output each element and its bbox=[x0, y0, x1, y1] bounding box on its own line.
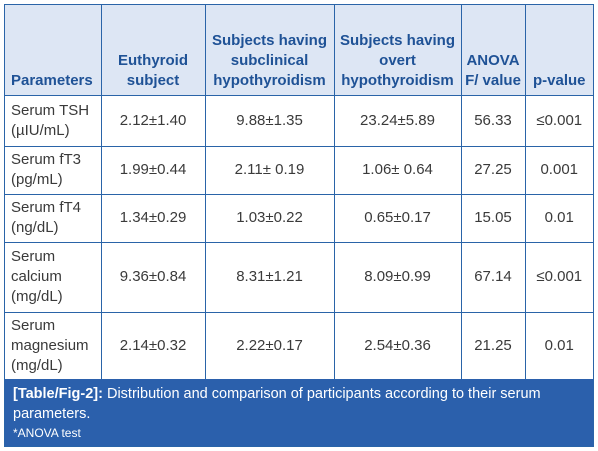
cell-subclinical: 8.31±1.21 bbox=[204, 241, 335, 313]
cell-p-value: 0.001 bbox=[524, 145, 593, 195]
row-parameter: Serum magnesium (mg/dL) bbox=[5, 311, 102, 380]
cell-euthyroid: 9.36±0.84 bbox=[100, 241, 206, 313]
cell-p-value: ≤0.001 bbox=[524, 94, 593, 147]
cell-anova: 67.14 bbox=[460, 241, 526, 313]
caption-label: [Table/Fig-2]: bbox=[13, 386, 103, 402]
table-row: Serum magnesium (mg/dL) 2.14±0.32 2.22±0… bbox=[5, 311, 593, 380]
table-row: Serum TSH (µIU/mL) 2.12±1.40 9.88±1.35 2… bbox=[5, 94, 593, 147]
cell-overt: 23.24±5.89 bbox=[333, 94, 462, 147]
header-overt: Subjects having overt hypothyroidism bbox=[333, 5, 462, 96]
caption-line: [Table/Fig-2]: Distribution and comparis… bbox=[13, 384, 585, 424]
cell-anova: 15.05 bbox=[460, 193, 526, 243]
cell-anova: 21.25 bbox=[460, 311, 526, 380]
cell-overt: 2.54±0.36 bbox=[333, 311, 462, 380]
cell-overt: 8.09±0.99 bbox=[333, 241, 462, 313]
header-euthyroid: Euthyroid subject bbox=[100, 5, 206, 96]
table-figure: Parameters Euthyroid subject Subjects ha… bbox=[4, 4, 594, 447]
cell-euthyroid: 1.99±0.44 bbox=[100, 145, 206, 195]
header-parameters: Parameters bbox=[5, 5, 102, 96]
cell-anova: 27.25 bbox=[460, 145, 526, 195]
cell-euthyroid: 1.34±0.29 bbox=[100, 193, 206, 243]
cell-subclinical: 1.03±0.22 bbox=[204, 193, 335, 243]
caption-text: Distribution and comparison of participa… bbox=[13, 386, 541, 422]
cell-overt: 0.65±0.17 bbox=[333, 193, 462, 243]
table-row: Serum fT4 (ng/dL) 1.34±0.29 1.03±0.22 0.… bbox=[5, 193, 593, 243]
caption-note: *ANOVA test bbox=[13, 426, 81, 440]
header-row: Parameters Euthyroid subject Subjects ha… bbox=[5, 5, 593, 96]
row-parameter: Serum fT4 (ng/dL) bbox=[5, 193, 102, 243]
cell-euthyroid: 2.12±1.40 bbox=[100, 94, 206, 147]
row-parameter: Serum fT3 (pg/mL) bbox=[5, 145, 102, 195]
cell-subclinical: 9.88±1.35 bbox=[204, 94, 335, 147]
cell-euthyroid: 2.14±0.32 bbox=[100, 311, 206, 380]
row-parameter: Serum TSH (µIU/mL) bbox=[5, 94, 102, 147]
cell-p-value: 0.01 bbox=[524, 311, 593, 380]
table-row: Serum calcium (mg/dL) 9.36±0.84 8.31±1.2… bbox=[5, 241, 593, 313]
table-caption: [Table/Fig-2]: Distribution and comparis… bbox=[5, 379, 593, 446]
table-row: Serum fT3 (pg/mL) 1.99±0.44 2.11± 0.19 1… bbox=[5, 145, 593, 195]
data-table: Parameters Euthyroid subject Subjects ha… bbox=[5, 5, 593, 380]
cell-p-value: 0.01 bbox=[524, 193, 593, 243]
cell-subclinical: 2.22±0.17 bbox=[204, 311, 335, 380]
row-parameter: Serum calcium (mg/dL) bbox=[5, 241, 102, 313]
cell-anova: 56.33 bbox=[460, 94, 526, 147]
header-subclinical: Subjects having subclinical hypothyroidi… bbox=[204, 5, 335, 96]
header-p-value: p-value bbox=[524, 5, 593, 96]
cell-subclinical: 2.11± 0.19 bbox=[204, 145, 335, 195]
cell-overt: 1.06± 0.64 bbox=[333, 145, 462, 195]
header-anova: ANOVA F/ value bbox=[460, 5, 526, 96]
cell-p-value: ≤0.001 bbox=[524, 241, 593, 313]
